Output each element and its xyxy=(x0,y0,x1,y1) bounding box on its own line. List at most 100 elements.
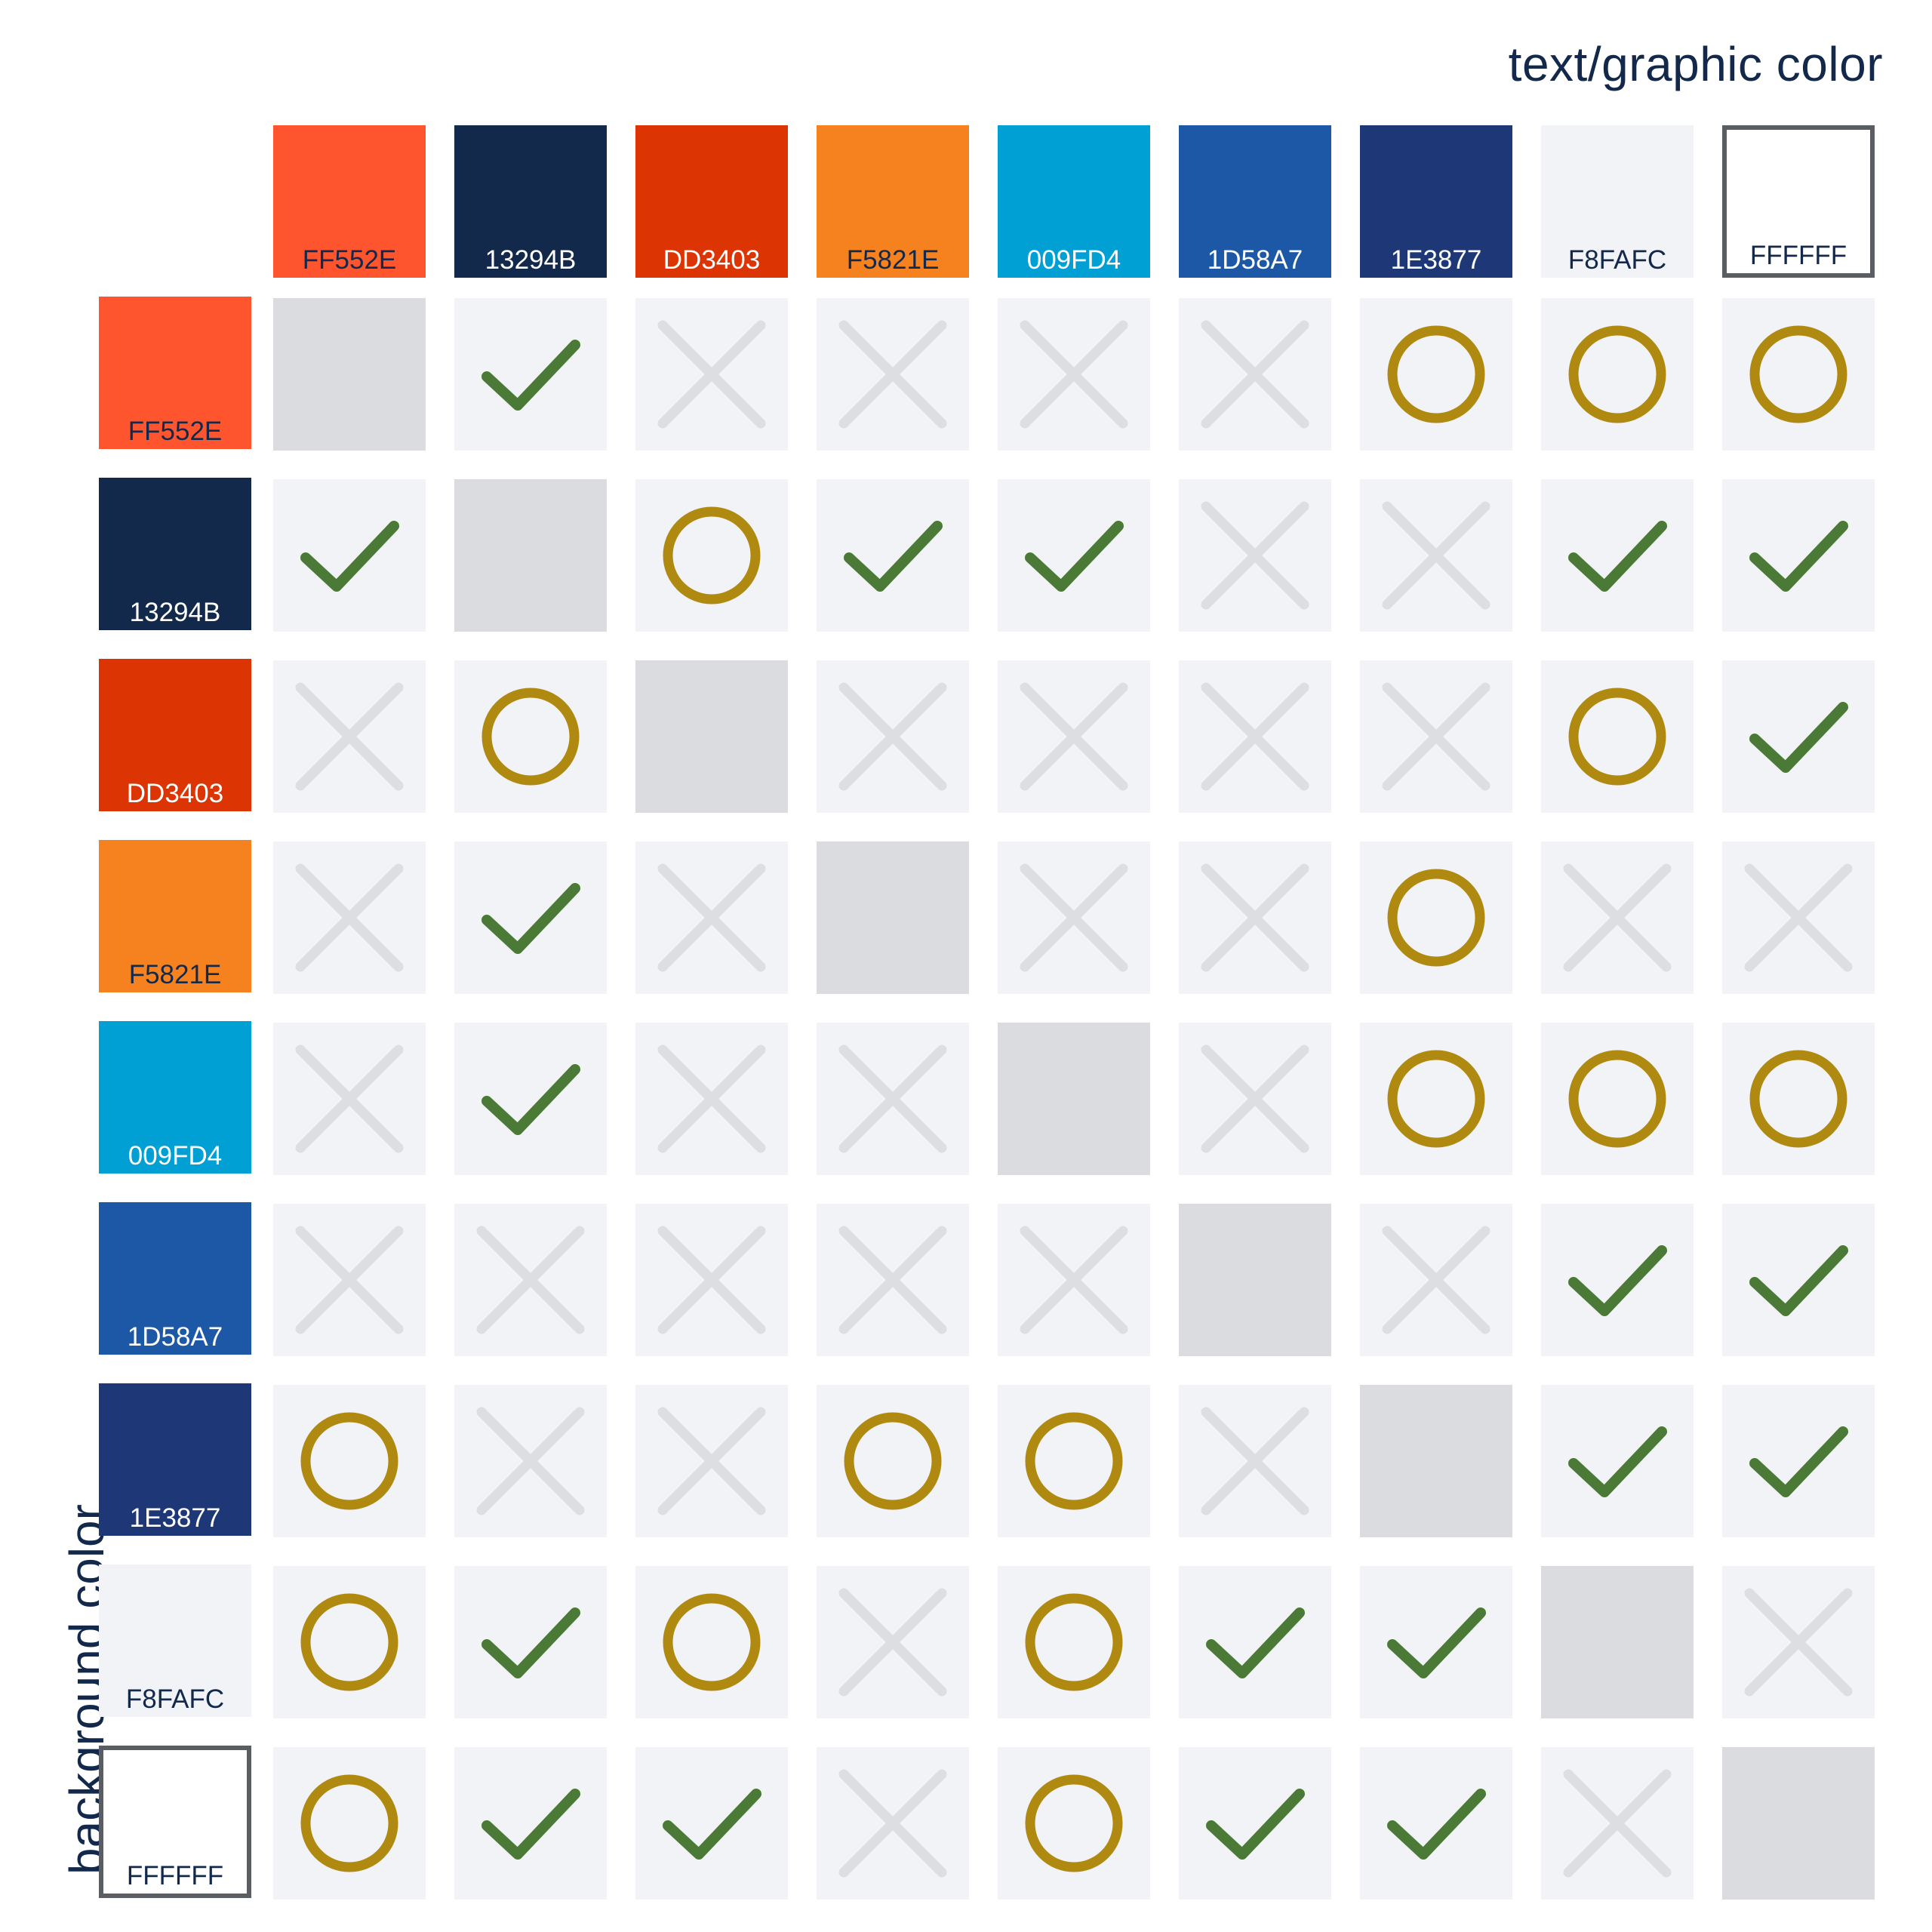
matrix-cell xyxy=(998,1747,1150,1900)
matrix-cell xyxy=(273,1204,426,1356)
check-icon xyxy=(1568,1245,1667,1316)
check-icon xyxy=(481,1789,580,1860)
matrix-cell xyxy=(1360,1747,1512,1900)
cross-icon xyxy=(657,320,766,429)
cross-icon xyxy=(657,1407,766,1515)
cross-icon xyxy=(295,682,404,791)
cross-icon xyxy=(1201,320,1309,429)
matrix-cell xyxy=(1360,841,1512,994)
check-icon xyxy=(1749,702,1848,773)
column-swatch-009fd4: 009FD4 xyxy=(998,125,1150,278)
swatch-hex-label: FFFFFF xyxy=(126,1861,224,1890)
cross-icon xyxy=(1020,320,1128,429)
matrix-cell xyxy=(998,298,1150,451)
matrix-cell xyxy=(1541,1023,1694,1175)
matrix-cell xyxy=(1722,298,1875,451)
cross-icon xyxy=(476,1407,585,1515)
swatch-hex-label: 1D58A7 xyxy=(127,1322,223,1352)
cross-icon xyxy=(657,1226,766,1334)
matrix-cell xyxy=(998,660,1150,813)
column-swatch-1d58a7: 1D58A7 xyxy=(1179,125,1331,278)
swatch-hex-label: 1E3877 xyxy=(1390,245,1482,275)
matrix-cell xyxy=(1722,1204,1875,1356)
matrix-cell xyxy=(1179,660,1331,813)
circle-icon xyxy=(1749,1050,1847,1148)
cross-icon xyxy=(1201,863,1309,972)
cross-icon xyxy=(657,1044,766,1153)
matrix-cell xyxy=(1179,841,1331,994)
circle-icon xyxy=(1387,1050,1485,1148)
swatch-hex-label: FF552E xyxy=(302,245,397,275)
cross-icon xyxy=(1563,1769,1672,1878)
swatch-hex-label: F5821E xyxy=(846,245,940,275)
swatch-hex-label: 1E3877 xyxy=(129,1503,221,1533)
matrix-cell xyxy=(635,1747,788,1900)
check-icon xyxy=(1568,1426,1667,1497)
matrix-cell xyxy=(1722,1385,1875,1537)
matrix-cell xyxy=(635,1566,788,1718)
check-icon xyxy=(481,1607,580,1678)
cross-icon xyxy=(657,863,766,972)
column-swatch-1e3877: 1E3877 xyxy=(1360,125,1512,278)
check-icon xyxy=(1025,521,1124,592)
cross-icon xyxy=(1563,863,1672,972)
column-swatch-ffffff: FFFFFF xyxy=(1722,125,1875,278)
row-swatch-f5821e: F5821E xyxy=(99,840,251,992)
matrix-cell xyxy=(454,479,607,632)
check-icon xyxy=(844,521,943,592)
check-icon xyxy=(1749,1245,1848,1316)
cross-icon xyxy=(1020,682,1128,791)
matrix-cell xyxy=(1360,298,1512,451)
check-icon xyxy=(1206,1789,1305,1860)
matrix-cell xyxy=(454,1204,607,1356)
matrix-cell xyxy=(1179,1385,1331,1537)
circle-icon xyxy=(300,1593,398,1691)
matrix-cell xyxy=(817,1204,969,1356)
matrix-cell xyxy=(273,1566,426,1718)
column-swatch-ff552e: FF552E xyxy=(273,125,426,278)
circle-icon xyxy=(300,1412,398,1510)
cross-icon xyxy=(1020,1226,1128,1334)
matrix-cell xyxy=(273,1747,426,1900)
circle-icon xyxy=(1025,1774,1123,1872)
cross-icon xyxy=(1201,682,1309,791)
matrix-cell xyxy=(454,841,607,994)
cross-icon xyxy=(1201,1407,1309,1515)
check-icon xyxy=(1387,1789,1486,1860)
cross-icon xyxy=(1201,1044,1309,1153)
matrix-cell xyxy=(1360,1566,1512,1718)
swatch-hex-label: FF552E xyxy=(128,417,223,446)
matrix-cell xyxy=(1360,1204,1512,1356)
matrix-cell xyxy=(1360,1385,1512,1537)
matrix-cell xyxy=(1360,479,1512,632)
cross-icon xyxy=(838,1588,947,1697)
cross-icon xyxy=(838,682,947,791)
matrix-cell xyxy=(1722,1747,1875,1900)
cross-icon xyxy=(838,1226,947,1334)
matrix-cell xyxy=(635,1385,788,1537)
swatch-hex-label: F8FAFC xyxy=(1567,245,1667,275)
check-icon xyxy=(481,1064,580,1135)
row-swatch-13294b: 13294B xyxy=(99,478,251,630)
cross-icon xyxy=(1744,1588,1853,1697)
row-swatch-f8fafc: F8FAFC xyxy=(99,1564,251,1717)
matrix-cell xyxy=(1722,1023,1875,1175)
matrix-cell xyxy=(1722,479,1875,632)
swatch-hex-label: 009FD4 xyxy=(128,1141,223,1171)
matrix-cell xyxy=(635,1204,788,1356)
circle-icon xyxy=(1568,688,1666,786)
matrix-cell xyxy=(817,1747,969,1900)
row-swatch-1e3877: 1E3877 xyxy=(99,1383,251,1536)
matrix-cell xyxy=(1722,660,1875,813)
matrix-cell xyxy=(454,298,607,451)
row-swatch-ffffff: FFFFFF xyxy=(99,1746,251,1898)
check-icon xyxy=(1749,1426,1848,1497)
circle-icon xyxy=(844,1412,942,1510)
check-icon xyxy=(1568,521,1667,592)
matrix-cell xyxy=(454,1747,607,1900)
circle-icon xyxy=(663,506,761,605)
matrix-cell xyxy=(998,1204,1150,1356)
matrix-cell xyxy=(454,1566,607,1718)
cross-icon xyxy=(295,1044,404,1153)
column-swatch-13294b: 13294B xyxy=(454,125,607,278)
